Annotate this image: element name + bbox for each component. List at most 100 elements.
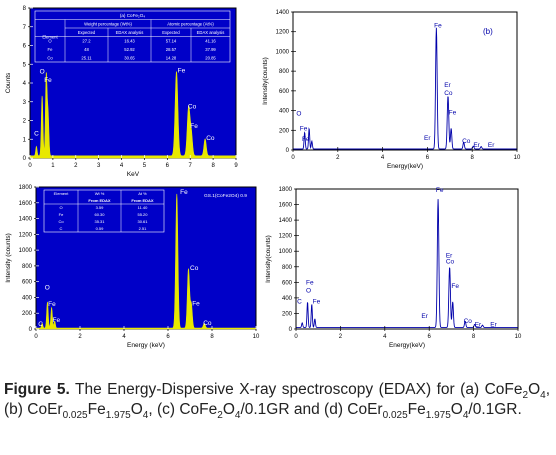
peak-label: Fe	[302, 136, 310, 143]
peak-label: Er	[446, 252, 453, 259]
peak-label: Co	[446, 259, 455, 266]
x-tick-label: 10	[253, 334, 260, 340]
y-tick-label: 3	[23, 100, 27, 106]
x-tick-label: 2	[336, 155, 340, 161]
peak-label: Co	[203, 320, 212, 327]
y-tick-label: 1400	[279, 218, 293, 224]
table-cell: 0.59	[96, 226, 105, 231]
y-tick-label: 400	[282, 296, 293, 302]
x-tick-label: 2	[74, 163, 78, 169]
peak-label: O	[306, 287, 311, 294]
plot-area-c	[35, 186, 257, 330]
table-cell: 48	[84, 47, 89, 52]
peak-label: Er	[475, 322, 482, 329]
table-group: At %	[138, 191, 147, 196]
table-cell: 35.31	[94, 219, 105, 224]
table-cell: 41.16	[205, 39, 216, 44]
y-tick-label: 1000	[19, 248, 33, 254]
y-tick-label: 0	[289, 327, 293, 333]
y-tick-label: 1800	[19, 185, 33, 191]
table-cell: 57.14	[166, 39, 177, 44]
y-tick-label: 200	[282, 311, 293, 317]
table-cell: 25.11	[81, 56, 92, 61]
table-cell: 52.92	[124, 47, 135, 52]
edax-figure: 0 1 2 3 4 5 6 7 8 9012345678KeVCountsCOFeFeCoFeCo…	[5, 6, 522, 349]
y-tick-label: 1	[23, 137, 27, 143]
x-tick-label: 8	[211, 163, 215, 169]
table-cell: 14.28	[166, 56, 177, 61]
x-tick-label: 4	[120, 163, 124, 169]
y-tick-label: 1600	[279, 203, 293, 209]
caption-label: Figure 5.	[4, 381, 70, 398]
x-tick-label: 6	[426, 155, 430, 161]
peak-label: Fe	[180, 189, 188, 196]
peak-label: Fe	[436, 187, 444, 194]
x-tick-label: 0	[28, 163, 32, 169]
peak-label: Fe	[44, 77, 52, 84]
peak-label: Er	[424, 135, 431, 142]
spectrum-c	[35, 193, 257, 330]
x-tick-label: 2	[339, 334, 343, 340]
y-tick-label: 800	[282, 265, 293, 271]
y-tick-label: 8	[23, 6, 27, 12]
table-cell: 3.59	[96, 205, 105, 210]
x-tick-label: 0	[294, 334, 298, 340]
x-tick-label: 8	[210, 334, 214, 340]
table-header: Element	[54, 191, 70, 196]
chart-d: 0 2 4 6 8 10 0 200 400 600 800 1000 1200 1400 1600 1800…	[265, 187, 522, 349]
table-header: Expected	[78, 30, 96, 35]
x-tick-label: 9	[234, 163, 238, 169]
peak-label: Co	[464, 318, 473, 325]
spectrum-a	[29, 71, 237, 159]
peak-label: Co	[190, 265, 199, 272]
x-tick-label: 4	[122, 334, 126, 340]
peak-label: Er	[444, 82, 451, 89]
peak-label: Fe	[449, 110, 457, 117]
peak-label: Er	[473, 142, 480, 149]
chart-a: 0 1 2 3 4 5 6 7 8 9012345678KeVCountsCOFeFeCoFeCo…	[5, 6, 238, 178]
peak-label: Fe	[451, 283, 459, 290]
table-cell: 60.30	[94, 212, 105, 217]
table-title: (a) CoFe₂O₄	[120, 13, 145, 18]
table-cell: O	[48, 39, 52, 44]
y-tick-label: 4	[23, 81, 27, 87]
y-tick-label: 1200	[19, 232, 33, 238]
peak-label: Co	[462, 138, 471, 145]
y-tick-label: 5	[23, 62, 27, 68]
table-cell: Fe	[48, 47, 54, 52]
y-tick-label: 600	[279, 89, 290, 95]
x-tick-label: 8	[471, 155, 475, 161]
y-tick-label: 0	[286, 148, 290, 154]
peak-label: O	[40, 69, 45, 76]
y-tick-label: 1200	[276, 30, 290, 36]
y-tick-label: 2	[23, 119, 27, 125]
table-cell: 28.57	[166, 47, 177, 52]
table-group: Atomic percentage (At%)	[167, 22, 214, 27]
x-tick-label: 3	[97, 163, 101, 169]
y-tick-label: 600	[22, 280, 33, 286]
peak-label: Fe	[48, 301, 56, 308]
x-tick-label: 8	[472, 334, 476, 340]
y-tick-label: 0	[29, 327, 33, 333]
peak-label: Fe	[306, 280, 314, 287]
x-tick-label: 5	[143, 163, 147, 169]
x-axis-label: Energy(keV)	[389, 342, 425, 349]
peak-label: C	[297, 298, 302, 305]
x-tick-label: 4	[381, 155, 385, 161]
x-tick-label: 10	[515, 334, 522, 340]
table-header: From EDAX	[131, 198, 154, 203]
y-tick-label: 1200	[279, 234, 293, 240]
y-tick-label: 1000	[279, 249, 293, 255]
table-cell: 16.43	[124, 39, 135, 44]
y-tick-label: 1400	[276, 10, 290, 16]
table-group: Wt %	[95, 191, 105, 196]
plot-area-b	[292, 11, 518, 151]
x-tick-label: 6	[166, 334, 170, 340]
peak-label: O	[296, 111, 301, 118]
y-tick-label: 0	[23, 156, 27, 162]
peak-label: Er	[488, 142, 495, 149]
x-tick-label: 6	[428, 334, 432, 340]
panel-label: (b)	[483, 27, 493, 36]
y-tick-label: 400	[279, 109, 290, 115]
table-cell: 55.20	[137, 212, 148, 217]
